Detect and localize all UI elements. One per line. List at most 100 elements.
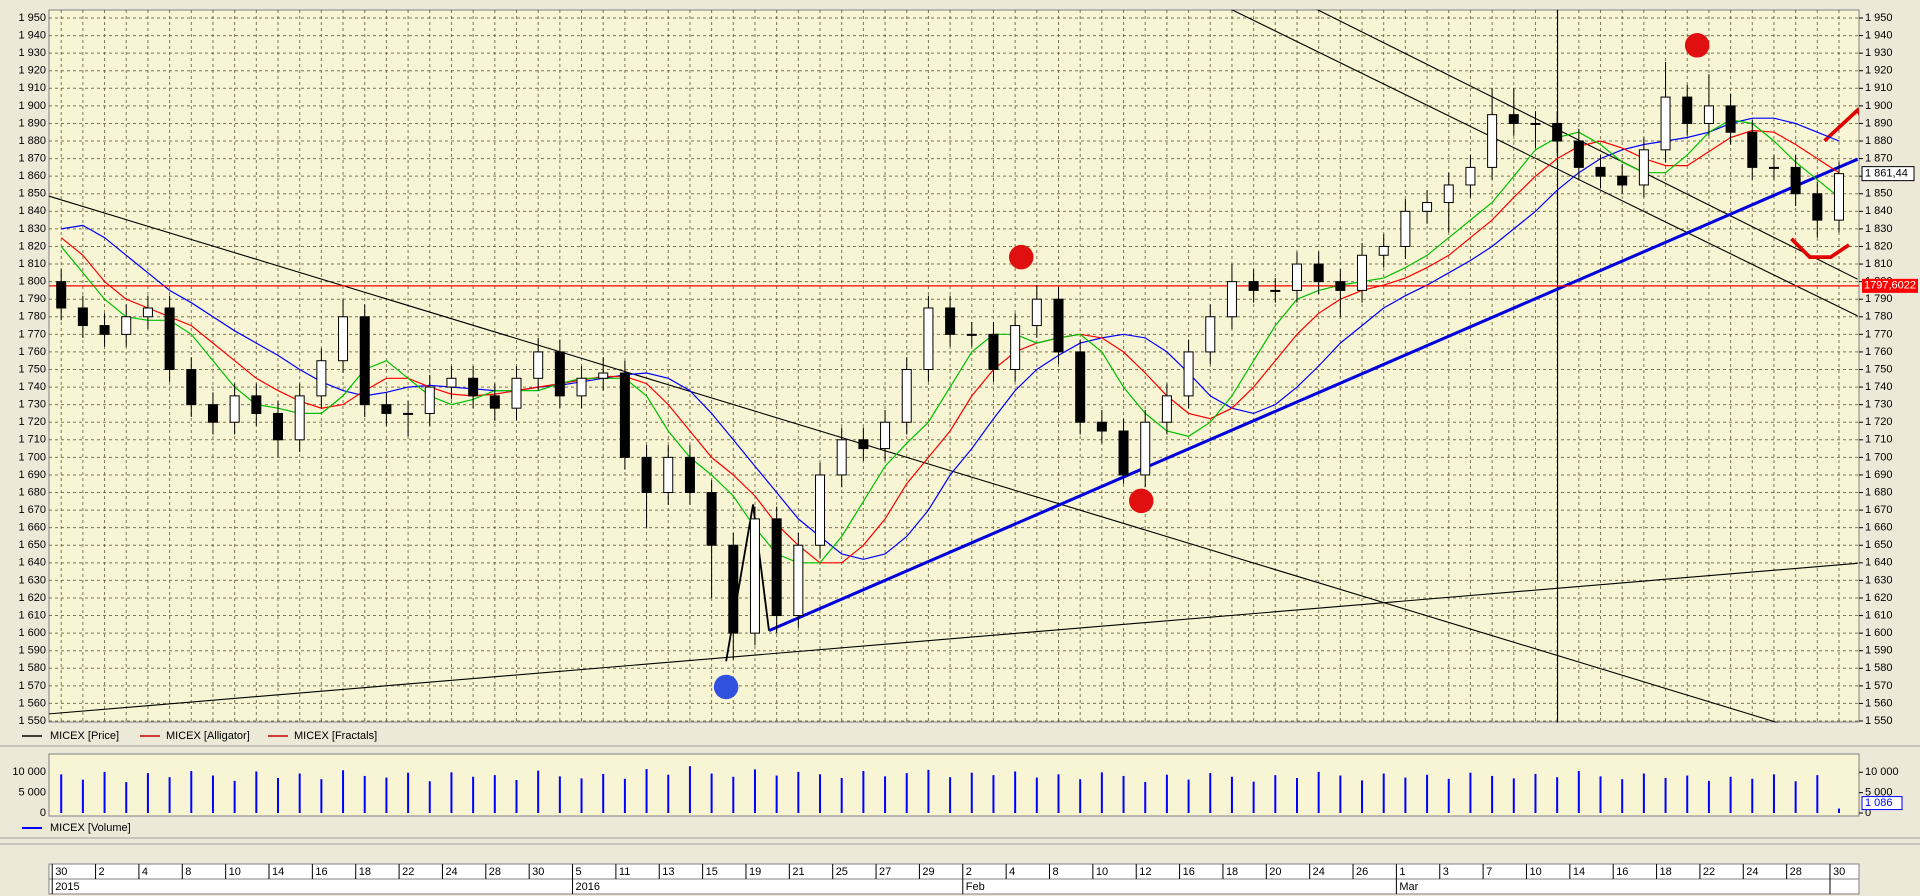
- blue-trend-line: [768, 157, 1859, 633]
- candle-body: [619, 372, 630, 458]
- last-price-label: 1 861,44: [1865, 168, 1908, 180]
- x-tick-label: 27: [879, 866, 891, 878]
- candle-body: [164, 307, 175, 370]
- legend: MICEX [Volume]: [22, 822, 131, 834]
- x-tick-label: 8: [185, 866, 191, 878]
- candle-body: [1118, 430, 1129, 476]
- alligator-line: [60, 119, 1840, 564]
- candle-body: [1595, 166, 1606, 177]
- candle-body: [186, 369, 197, 406]
- y-tick-label: 1 940: [1865, 29, 1893, 41]
- y-tick-label: 1 750: [1865, 363, 1893, 375]
- y-tick-label: 1 760: [1865, 346, 1893, 358]
- candle-body: [1400, 210, 1411, 247]
- x-tick-label: 26: [1356, 866, 1368, 878]
- y-tick-label: 1 850: [18, 188, 46, 200]
- last-volume-label: 1 086: [1865, 797, 1893, 809]
- candle-body: [641, 456, 652, 494]
- candle-body: [576, 377, 587, 397]
- x-tick-label: 5: [576, 866, 582, 878]
- y-tick-label: 1 900: [18, 100, 46, 112]
- period-label: Mar: [1399, 881, 1418, 893]
- candle-body: [1443, 184, 1454, 204]
- legend-label: MICEX [Alligator]: [166, 730, 250, 742]
- y-tick-label: 0: [1865, 807, 1871, 819]
- candle-body: [1422, 202, 1433, 212]
- marker-circle: [1684, 33, 1710, 58]
- candle-body: [793, 544, 804, 617]
- y-tick-label: 1 790: [1865, 293, 1893, 305]
- x-tick-label: 4: [1009, 866, 1015, 878]
- candle-body: [1010, 325, 1021, 370]
- y-tick-label: 1 930: [1865, 47, 1893, 59]
- candle-body: [966, 333, 977, 336]
- x-tick-label: 22: [1703, 866, 1715, 878]
- y-tick-label: 1 810: [1865, 258, 1893, 270]
- candle-body: [1508, 114, 1519, 124]
- y-tick-label: 1 820: [18, 240, 46, 252]
- y-tick-label: 1 570: [1865, 680, 1893, 692]
- candle-body: [1617, 175, 1628, 186]
- y-tick-label: 10 000: [12, 766, 46, 778]
- candle-body: [359, 316, 370, 406]
- candle-body: [207, 404, 218, 423]
- candle-body: [338, 316, 349, 362]
- candle-body: [1161, 395, 1172, 423]
- last-volume-box: [1861, 796, 1903, 811]
- candle-body: [403, 412, 414, 415]
- y-tick-label: 1 890: [1865, 117, 1893, 129]
- y-tick-label: 1 830: [18, 223, 46, 235]
- x-tick-label: 12: [1139, 866, 1151, 878]
- x-tick-label: 14: [272, 866, 284, 878]
- y-tick-label: 1 920: [18, 65, 46, 77]
- x-tick-label: 21: [792, 866, 804, 878]
- candle-body: [1335, 281, 1346, 291]
- x-tick-label: 2: [99, 866, 105, 878]
- y-tick-label: 1 860: [18, 170, 46, 182]
- y-tick-label: 1 620: [1865, 592, 1893, 604]
- candle-body: [858, 439, 869, 450]
- marker-circle: [1128, 488, 1154, 514]
- candle-body: [836, 439, 847, 476]
- y-tick-label: 1 660: [1865, 522, 1893, 534]
- y-tick-label: 1 920: [1865, 65, 1893, 77]
- candle-body: [251, 395, 262, 414]
- alligator-line: [61, 117, 1840, 560]
- y-tick-label: 1 800: [18, 276, 46, 288]
- candle-body: [294, 395, 305, 441]
- x-tick-label: 15: [706, 866, 718, 878]
- period-label: 2015: [55, 881, 79, 893]
- y-tick-label: 1 730: [18, 399, 46, 411]
- candle-body: [554, 351, 565, 397]
- candle-body: [121, 316, 132, 335]
- y-tick-label: 1 750: [18, 363, 46, 375]
- candle-body: [1768, 166, 1779, 169]
- marker-circle: [713, 674, 739, 700]
- x-tick-label: 29: [922, 866, 934, 878]
- candle-body: [1725, 105, 1736, 133]
- x-tick-label: 20: [1269, 866, 1281, 878]
- level-label-box: [1862, 278, 1918, 293]
- candle-body: [1291, 263, 1302, 291]
- x-tick-label: 30: [1833, 866, 1845, 878]
- legend-label: MICEX [Volume]: [50, 822, 131, 834]
- y-tick-label: 1 590: [1865, 645, 1893, 657]
- period-label: 2016: [576, 881, 600, 893]
- legend-label: MICEX [Price]: [50, 730, 119, 742]
- marker-circle: [1008, 244, 1034, 270]
- candle-body: [381, 404, 392, 414]
- candle-body: [1226, 281, 1237, 318]
- y-tick-label: 1 680: [1865, 486, 1893, 498]
- y-tick-label: 1 680: [18, 486, 46, 498]
- x-tick-label: 19: [749, 866, 761, 878]
- red-mark: [1790, 237, 1851, 259]
- candle-body: [1530, 122, 1541, 125]
- candle-body: [446, 377, 457, 388]
- x-tick-label: 2: [966, 866, 972, 878]
- y-tick-label: 1 760: [18, 346, 46, 358]
- candle-body: [229, 395, 240, 423]
- y-tick-label: 1 740: [1865, 381, 1893, 393]
- x-tick-label: 28: [489, 866, 501, 878]
- y-tick-label: 1 690: [1865, 469, 1893, 481]
